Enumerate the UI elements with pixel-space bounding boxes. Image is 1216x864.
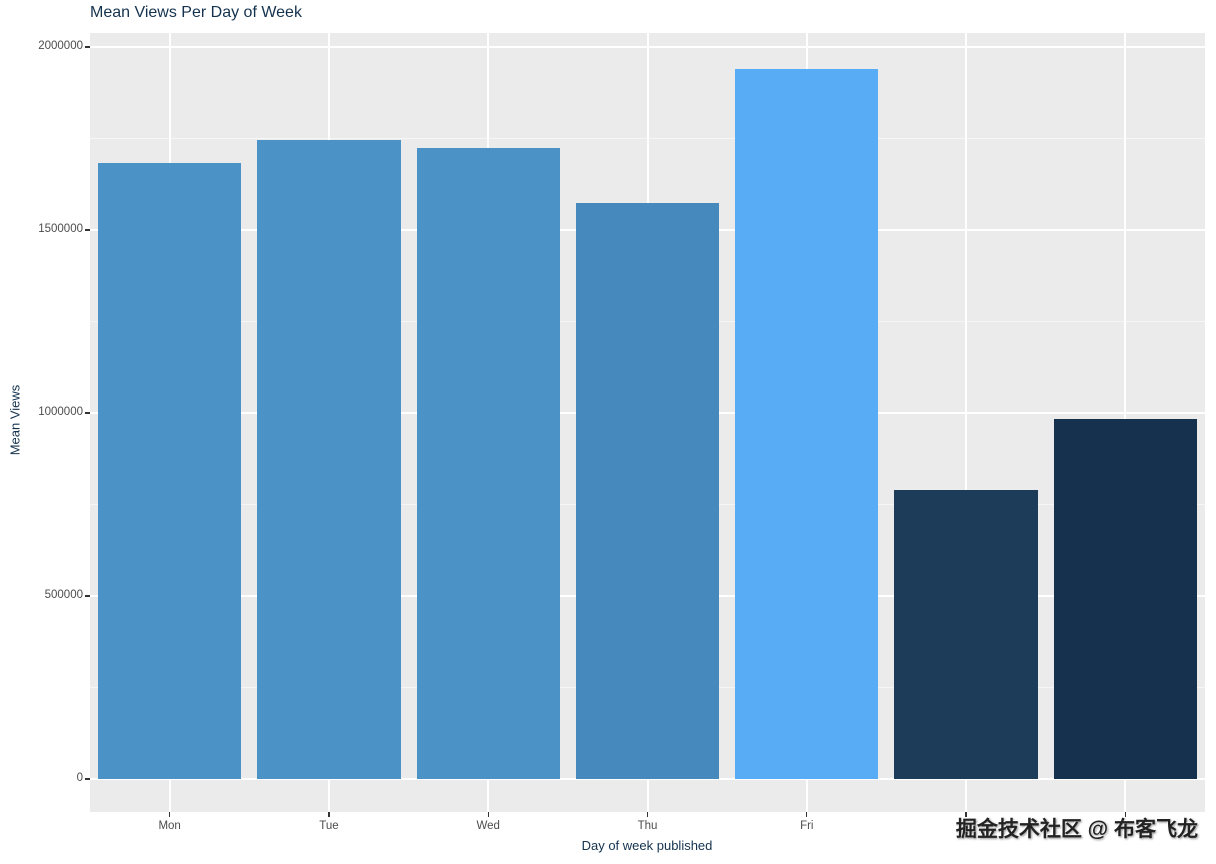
x-axis-tick-mark <box>646 812 649 817</box>
y-axis-tick-label: 0 <box>76 772 83 784</box>
bar-Tue <box>257 139 401 779</box>
x-axis-tick-mark <box>487 812 489 817</box>
y-axis-title: Mean Views <box>7 384 23 456</box>
bar-Thu <box>575 202 720 779</box>
y-axis-tick-label: 2000000 <box>38 40 83 52</box>
plot-panel <box>90 33 1205 812</box>
bar-col-6 <box>894 489 1038 779</box>
x-axis-tick-label: Mon <box>158 820 181 832</box>
x-axis-tick-label: Wed <box>476 820 500 832</box>
y-axis-tick-label: 1500000 <box>38 223 83 235</box>
x-axis-tick-label: Fri <box>800 820 814 832</box>
bar-col-7 <box>1053 418 1198 779</box>
x-axis-tick-label: Tue <box>319 820 339 832</box>
y-axis-tick-label: 500000 <box>44 589 83 601</box>
bar-Mon <box>97 163 242 779</box>
x-axis-tick-mark <box>328 812 330 817</box>
x-axis-tick-mark <box>169 812 171 817</box>
bar-Wed <box>416 148 560 779</box>
watermark-text: 掘金技术社区 @ 布客飞龙 <box>955 818 1198 841</box>
x-axis-tick-mark <box>806 812 808 817</box>
x-axis-title: Day of week published <box>581 838 713 853</box>
x-axis-tick-label: Thu <box>637 820 658 832</box>
bar-Fri <box>735 68 879 779</box>
gridline-major-vertical <box>965 33 968 812</box>
chart-title: Mean Views Per Day of Week <box>90 4 302 21</box>
